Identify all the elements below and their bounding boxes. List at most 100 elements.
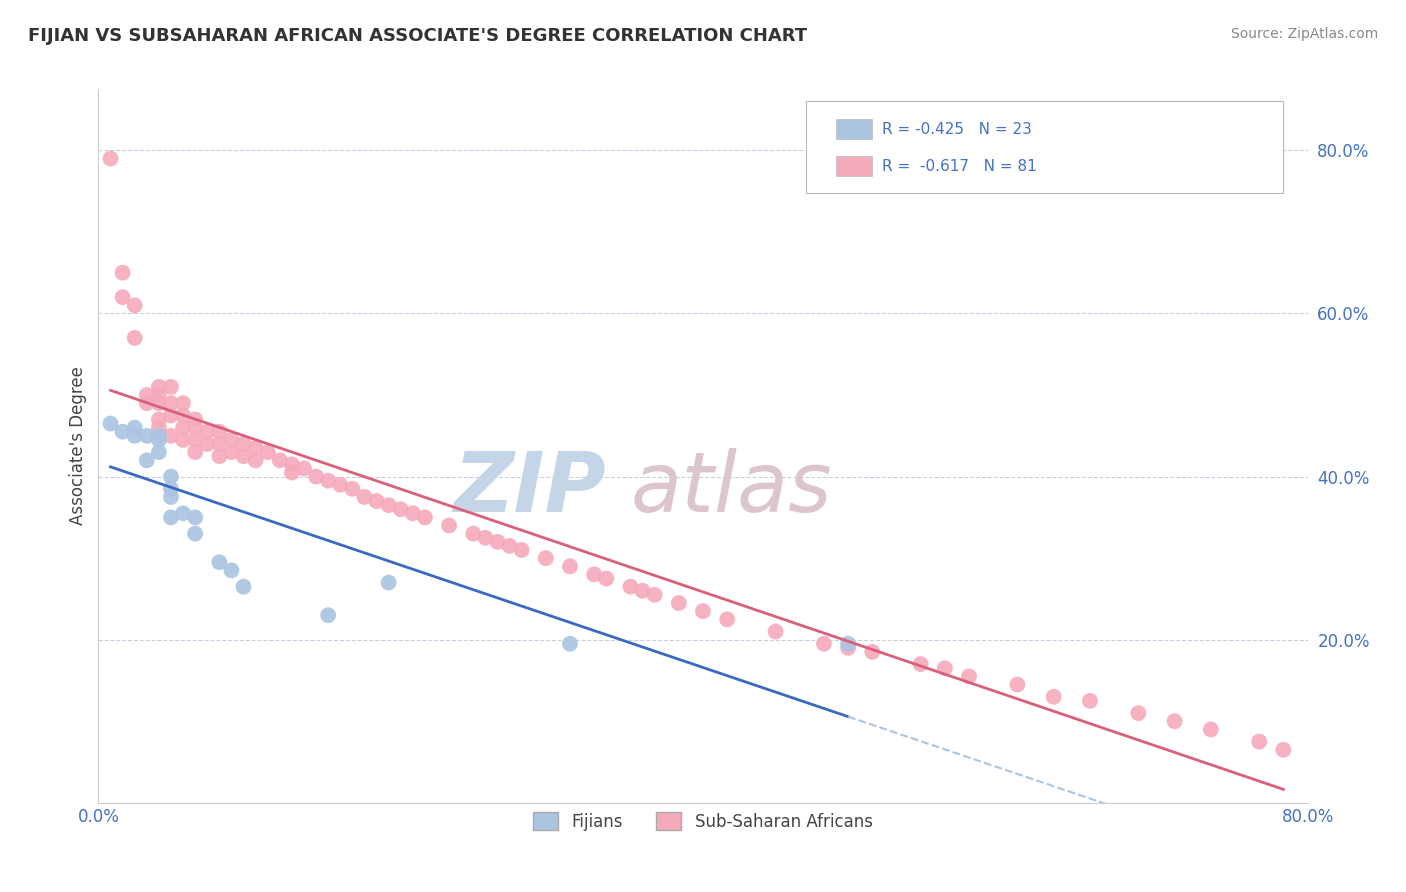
Point (558, 559, 581, 574)
Point (111, 266, 134, 280)
Point (172, 409, 194, 423)
Point (595, 572, 617, 586)
Point (305, 469, 328, 483)
Point (474, 531, 496, 545)
Point (1128, 706, 1150, 720)
Point (377, 498, 399, 512)
Point (148, 380, 170, 394)
Point (221, 445, 243, 459)
Point (135, 429, 157, 443)
Point (160, 396, 183, 410)
Point (534, 551, 557, 566)
Point (486, 534, 509, 549)
Point (619, 580, 641, 594)
Point (148, 388, 170, 402)
Text: Source: ZipAtlas.com: Source: ZipAtlas.com (1230, 27, 1378, 41)
Point (1007, 677, 1029, 691)
Point (160, 510, 183, 524)
Point (934, 661, 956, 675)
Point (195, 425, 218, 439)
Point (135, 388, 157, 402)
Point (124, 331, 146, 345)
Point (160, 469, 183, 483)
FancyBboxPatch shape (837, 120, 872, 139)
Point (1163, 714, 1185, 729)
Text: FIJIAN VS SUBSAHARAN AFRICAN ASSOCIATE'S DEGREE CORRELATION CHART: FIJIAN VS SUBSAHARAN AFRICAN ASSOCIATE'S… (28, 27, 807, 45)
Point (329, 477, 352, 491)
Point (813, 637, 835, 651)
Point (184, 412, 207, 426)
Point (208, 437, 231, 451)
Point (160, 482, 183, 496)
Text: R = -0.425   N = 23: R = -0.425 N = 23 (882, 121, 1032, 136)
Point (837, 640, 859, 655)
Point (184, 420, 207, 434)
Point (498, 539, 520, 553)
Point (281, 466, 304, 480)
Point (111, 425, 134, 439)
Point (256, 445, 278, 459)
Point (716, 612, 738, 626)
Point (100, 152, 122, 166)
Point (1272, 743, 1295, 757)
Point (135, 453, 157, 467)
Point (389, 502, 412, 516)
Point (172, 506, 194, 520)
Point (1249, 734, 1271, 748)
Point (269, 453, 291, 467)
Y-axis label: Associate's Degree: Associate's Degree (69, 367, 87, 525)
Point (232, 437, 254, 451)
Point (342, 482, 364, 496)
Point (148, 433, 170, 447)
Point (160, 409, 183, 423)
Point (860, 645, 883, 659)
Point (644, 588, 666, 602)
Point (316, 474, 339, 488)
Text: ZIP: ZIP (454, 449, 606, 529)
Point (172, 396, 194, 410)
Point (558, 637, 581, 651)
Point (910, 657, 932, 672)
Point (292, 461, 315, 475)
Point (160, 429, 183, 443)
Point (172, 420, 194, 434)
Point (184, 510, 207, 524)
Point (148, 412, 170, 426)
Text: R =  -0.617   N = 81: R = -0.617 N = 81 (882, 159, 1036, 174)
Point (160, 490, 183, 504)
Point (510, 543, 533, 558)
Point (184, 526, 207, 541)
Point (135, 396, 157, 410)
Point (1199, 723, 1222, 737)
Point (100, 417, 122, 431)
Point (281, 458, 304, 472)
Point (148, 429, 170, 443)
Legend: Fijians, Sub-Saharan Africans: Fijians, Sub-Saharan Africans (527, 805, 879, 838)
Point (160, 380, 183, 394)
Point (148, 420, 170, 434)
Point (184, 445, 207, 459)
Point (463, 526, 485, 541)
Point (402, 506, 425, 520)
Point (631, 583, 654, 598)
Point (316, 608, 339, 623)
Point (957, 669, 980, 683)
Point (221, 433, 243, 447)
Point (195, 437, 218, 451)
Point (208, 449, 231, 463)
Point (172, 433, 194, 447)
Point (124, 429, 146, 443)
Point (111, 290, 134, 304)
Point (353, 490, 375, 504)
Point (377, 575, 399, 590)
Point (837, 637, 859, 651)
Text: atlas: atlas (630, 449, 832, 529)
Point (765, 624, 787, 639)
Point (1042, 690, 1064, 704)
Point (232, 580, 254, 594)
Point (232, 449, 254, 463)
Point (1078, 694, 1101, 708)
Point (208, 425, 231, 439)
Point (208, 555, 231, 569)
Point (692, 604, 714, 618)
